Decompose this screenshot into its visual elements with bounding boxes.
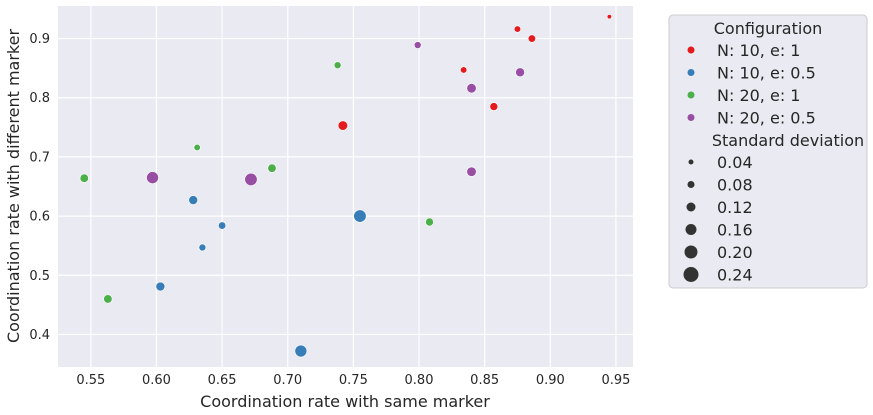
legend-size-label: 0.16 — [717, 221, 753, 240]
x-tick-labels: 0.55 0.60 0.65 0.70 0.75 0.80 0.85 0.90 0.95 — [76, 373, 630, 388]
legend-size-marker — [685, 224, 697, 235]
data-points — [79, 14, 612, 358]
data-point-series-3 — [103, 294, 113, 304]
legend-size-label: 0.08 — [717, 176, 753, 195]
x-tick-label: 0.85 — [470, 373, 499, 388]
data-point-series-2 — [155, 281, 166, 292]
legend-label: N: 10, e: 0.5 — [717, 64, 816, 83]
legend-size-marker — [684, 245, 698, 259]
legend-size-label: 0.24 — [717, 266, 753, 285]
data-point-series-4 — [146, 171, 159, 184]
data-point-series-2 — [188, 195, 199, 205]
x-tick-label: 0.55 — [76, 373, 105, 388]
x-tick-label: 0.60 — [142, 373, 171, 388]
x-tick-label: 0.80 — [405, 373, 434, 388]
legend-label: N: 20, e: 1 — [717, 86, 800, 105]
data-point-series-3 — [79, 173, 89, 183]
legend-label: N: 20, e: 0.5 — [717, 109, 816, 128]
data-point-series-2 — [218, 221, 227, 230]
y-tick-label: 0.6 — [29, 210, 50, 225]
y-tick-labels: 0.4 0.5 0.6 0.7 0.8 0.9 — [29, 32, 50, 343]
legend-size-marker — [683, 267, 699, 282]
legend-size-label: 0.04 — [717, 153, 753, 172]
data-point-series-1 — [527, 34, 536, 43]
data-point-series-3 — [425, 217, 434, 227]
legend-hue-entries: N: 10, e: 1 N: 10, e: 0.5 N: 20, e: 1 N: 20… — [687, 41, 816, 128]
x-tick-label: 0.90 — [536, 373, 565, 388]
y-tick-label: 0.4 — [29, 328, 50, 343]
legend-size-entries: 0.04 0.08 0.12 0.16 0.20 0.24 — [683, 153, 753, 285]
legend-size-marker — [686, 202, 696, 212]
y-tick-label: 0.8 — [29, 91, 50, 106]
data-point-series-4 — [413, 41, 422, 49]
legend-size-label: 0.12 — [717, 198, 753, 217]
y-axis-label: Coordination rate with different marker — [4, 29, 23, 343]
data-point-series-3 — [333, 61, 342, 69]
grid — [58, 6, 633, 367]
x-tick-label: 0.75 — [339, 373, 368, 388]
data-point-series-1 — [337, 120, 348, 131]
data-point-series-4 — [244, 172, 258, 186]
y-tick-label: 0.9 — [29, 32, 50, 47]
x-tick-label: 0.70 — [273, 373, 302, 388]
data-point-series-1 — [489, 102, 499, 111]
legend-marker — [687, 69, 695, 76]
x-tick-label: 0.65 — [208, 373, 237, 388]
data-point-series-4 — [466, 166, 477, 177]
data-point-series-3 — [193, 143, 201, 151]
data-point-series-3 — [267, 163, 277, 173]
plot-area — [58, 6, 633, 367]
y-tick-label: 0.5 — [29, 269, 50, 284]
data-point-series-2 — [294, 344, 308, 358]
legend-marker — [687, 114, 695, 121]
data-point-series-1 — [460, 66, 468, 74]
data-point-series-2 — [353, 209, 367, 223]
legend-size-marker — [687, 181, 695, 188]
legend-size-title: Standard deviation — [712, 131, 864, 150]
legend-label: N: 10, e: 1 — [717, 41, 800, 60]
legend-box — [668, 14, 868, 289]
legend-marker — [687, 46, 695, 54]
legend-hue-title: Configuration — [714, 19, 823, 38]
x-axis-label: Coordination rate with same marker — [200, 392, 490, 411]
legend-marker — [687, 91, 695, 99]
x-tick-label: 0.95 — [601, 373, 630, 388]
data-point-series-4 — [515, 67, 525, 78]
legend-size-marker — [688, 159, 694, 165]
data-point-series-4 — [466, 83, 477, 94]
data-point-series-1 — [513, 25, 522, 33]
data-point-series-2 — [198, 243, 207, 252]
legend: Configuration N: 10, e: 1N: 10, e: 0.5N:… — [668, 14, 868, 289]
y-tick-label: 0.7 — [29, 150, 50, 165]
legend-size-label: 0.20 — [717, 243, 753, 262]
data-point-series-1 — [606, 14, 612, 20]
